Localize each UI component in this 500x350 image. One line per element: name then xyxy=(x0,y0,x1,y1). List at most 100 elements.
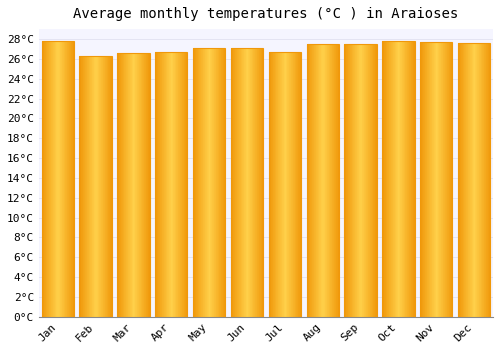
Bar xyxy=(118,53,120,317)
Bar xyxy=(170,52,172,317)
Bar xyxy=(333,44,334,317)
Bar xyxy=(238,48,240,317)
Bar xyxy=(384,41,385,317)
Bar xyxy=(444,42,446,317)
Bar xyxy=(422,42,423,317)
Bar xyxy=(246,48,247,317)
Bar xyxy=(50,41,51,317)
Bar xyxy=(240,48,241,317)
Bar xyxy=(231,48,263,317)
Bar xyxy=(336,44,337,317)
Bar xyxy=(420,42,452,317)
Bar xyxy=(176,52,177,317)
Bar xyxy=(47,41,48,317)
Bar xyxy=(80,56,112,317)
Bar xyxy=(102,56,104,317)
Bar xyxy=(466,43,467,317)
Bar xyxy=(283,52,284,317)
Bar xyxy=(195,48,196,317)
Bar xyxy=(156,52,157,317)
Bar xyxy=(285,52,286,317)
Bar xyxy=(385,41,386,317)
Bar xyxy=(62,41,63,317)
Bar xyxy=(183,52,184,317)
Bar xyxy=(327,44,328,317)
Bar xyxy=(467,43,468,317)
Bar xyxy=(147,53,148,317)
Bar xyxy=(330,44,331,317)
Bar xyxy=(469,43,470,317)
Bar xyxy=(208,48,209,317)
Bar xyxy=(234,48,235,317)
Bar xyxy=(256,48,258,317)
Bar xyxy=(104,56,105,317)
Bar xyxy=(94,56,95,317)
Bar xyxy=(71,41,72,317)
Bar xyxy=(480,43,481,317)
Bar xyxy=(424,42,426,317)
Bar xyxy=(163,52,164,317)
Bar xyxy=(481,43,482,317)
Bar xyxy=(95,56,96,317)
Bar xyxy=(295,52,296,317)
Bar xyxy=(421,42,422,317)
Bar xyxy=(334,44,335,317)
Bar xyxy=(248,48,249,317)
Bar xyxy=(193,48,225,317)
Bar xyxy=(370,44,371,317)
Bar xyxy=(143,53,144,317)
Bar xyxy=(250,48,251,317)
Bar xyxy=(451,42,452,317)
Bar xyxy=(420,42,421,317)
Bar xyxy=(293,52,294,317)
Bar xyxy=(292,52,293,317)
Bar xyxy=(374,44,376,317)
Bar xyxy=(485,43,486,317)
Bar xyxy=(155,52,188,317)
Bar xyxy=(206,48,207,317)
Bar xyxy=(87,56,88,317)
Bar xyxy=(42,41,74,317)
Bar xyxy=(172,52,173,317)
Bar xyxy=(127,53,128,317)
Bar xyxy=(438,42,439,317)
Bar xyxy=(287,52,288,317)
Bar xyxy=(358,44,360,317)
Bar xyxy=(337,44,338,317)
Bar xyxy=(148,53,149,317)
Bar xyxy=(42,41,43,317)
Bar xyxy=(286,52,287,317)
Bar xyxy=(437,42,438,317)
Bar xyxy=(204,48,206,317)
Bar xyxy=(473,43,474,317)
Bar xyxy=(155,52,188,317)
Bar xyxy=(344,44,345,317)
Bar xyxy=(81,56,82,317)
Bar xyxy=(194,48,195,317)
Bar xyxy=(446,42,447,317)
Bar xyxy=(54,41,55,317)
Bar xyxy=(215,48,216,317)
Bar xyxy=(106,56,107,317)
Bar xyxy=(487,43,488,317)
Bar xyxy=(472,43,473,317)
Bar xyxy=(465,43,466,317)
Bar xyxy=(441,42,442,317)
Bar xyxy=(402,41,403,317)
Title: Average monthly temperatures (°C ) in Araioses: Average monthly temperatures (°C ) in Ar… xyxy=(74,7,458,21)
Bar xyxy=(395,41,396,317)
Bar xyxy=(218,48,219,317)
Bar xyxy=(430,42,431,317)
Bar xyxy=(122,53,123,317)
Bar xyxy=(372,44,373,317)
Bar xyxy=(482,43,483,317)
Bar xyxy=(200,48,201,317)
Bar xyxy=(386,41,387,317)
Bar xyxy=(145,53,146,317)
Bar xyxy=(382,41,414,317)
Bar xyxy=(236,48,238,317)
Bar xyxy=(128,53,129,317)
Bar xyxy=(107,56,108,317)
Bar xyxy=(275,52,276,317)
Bar xyxy=(123,53,124,317)
